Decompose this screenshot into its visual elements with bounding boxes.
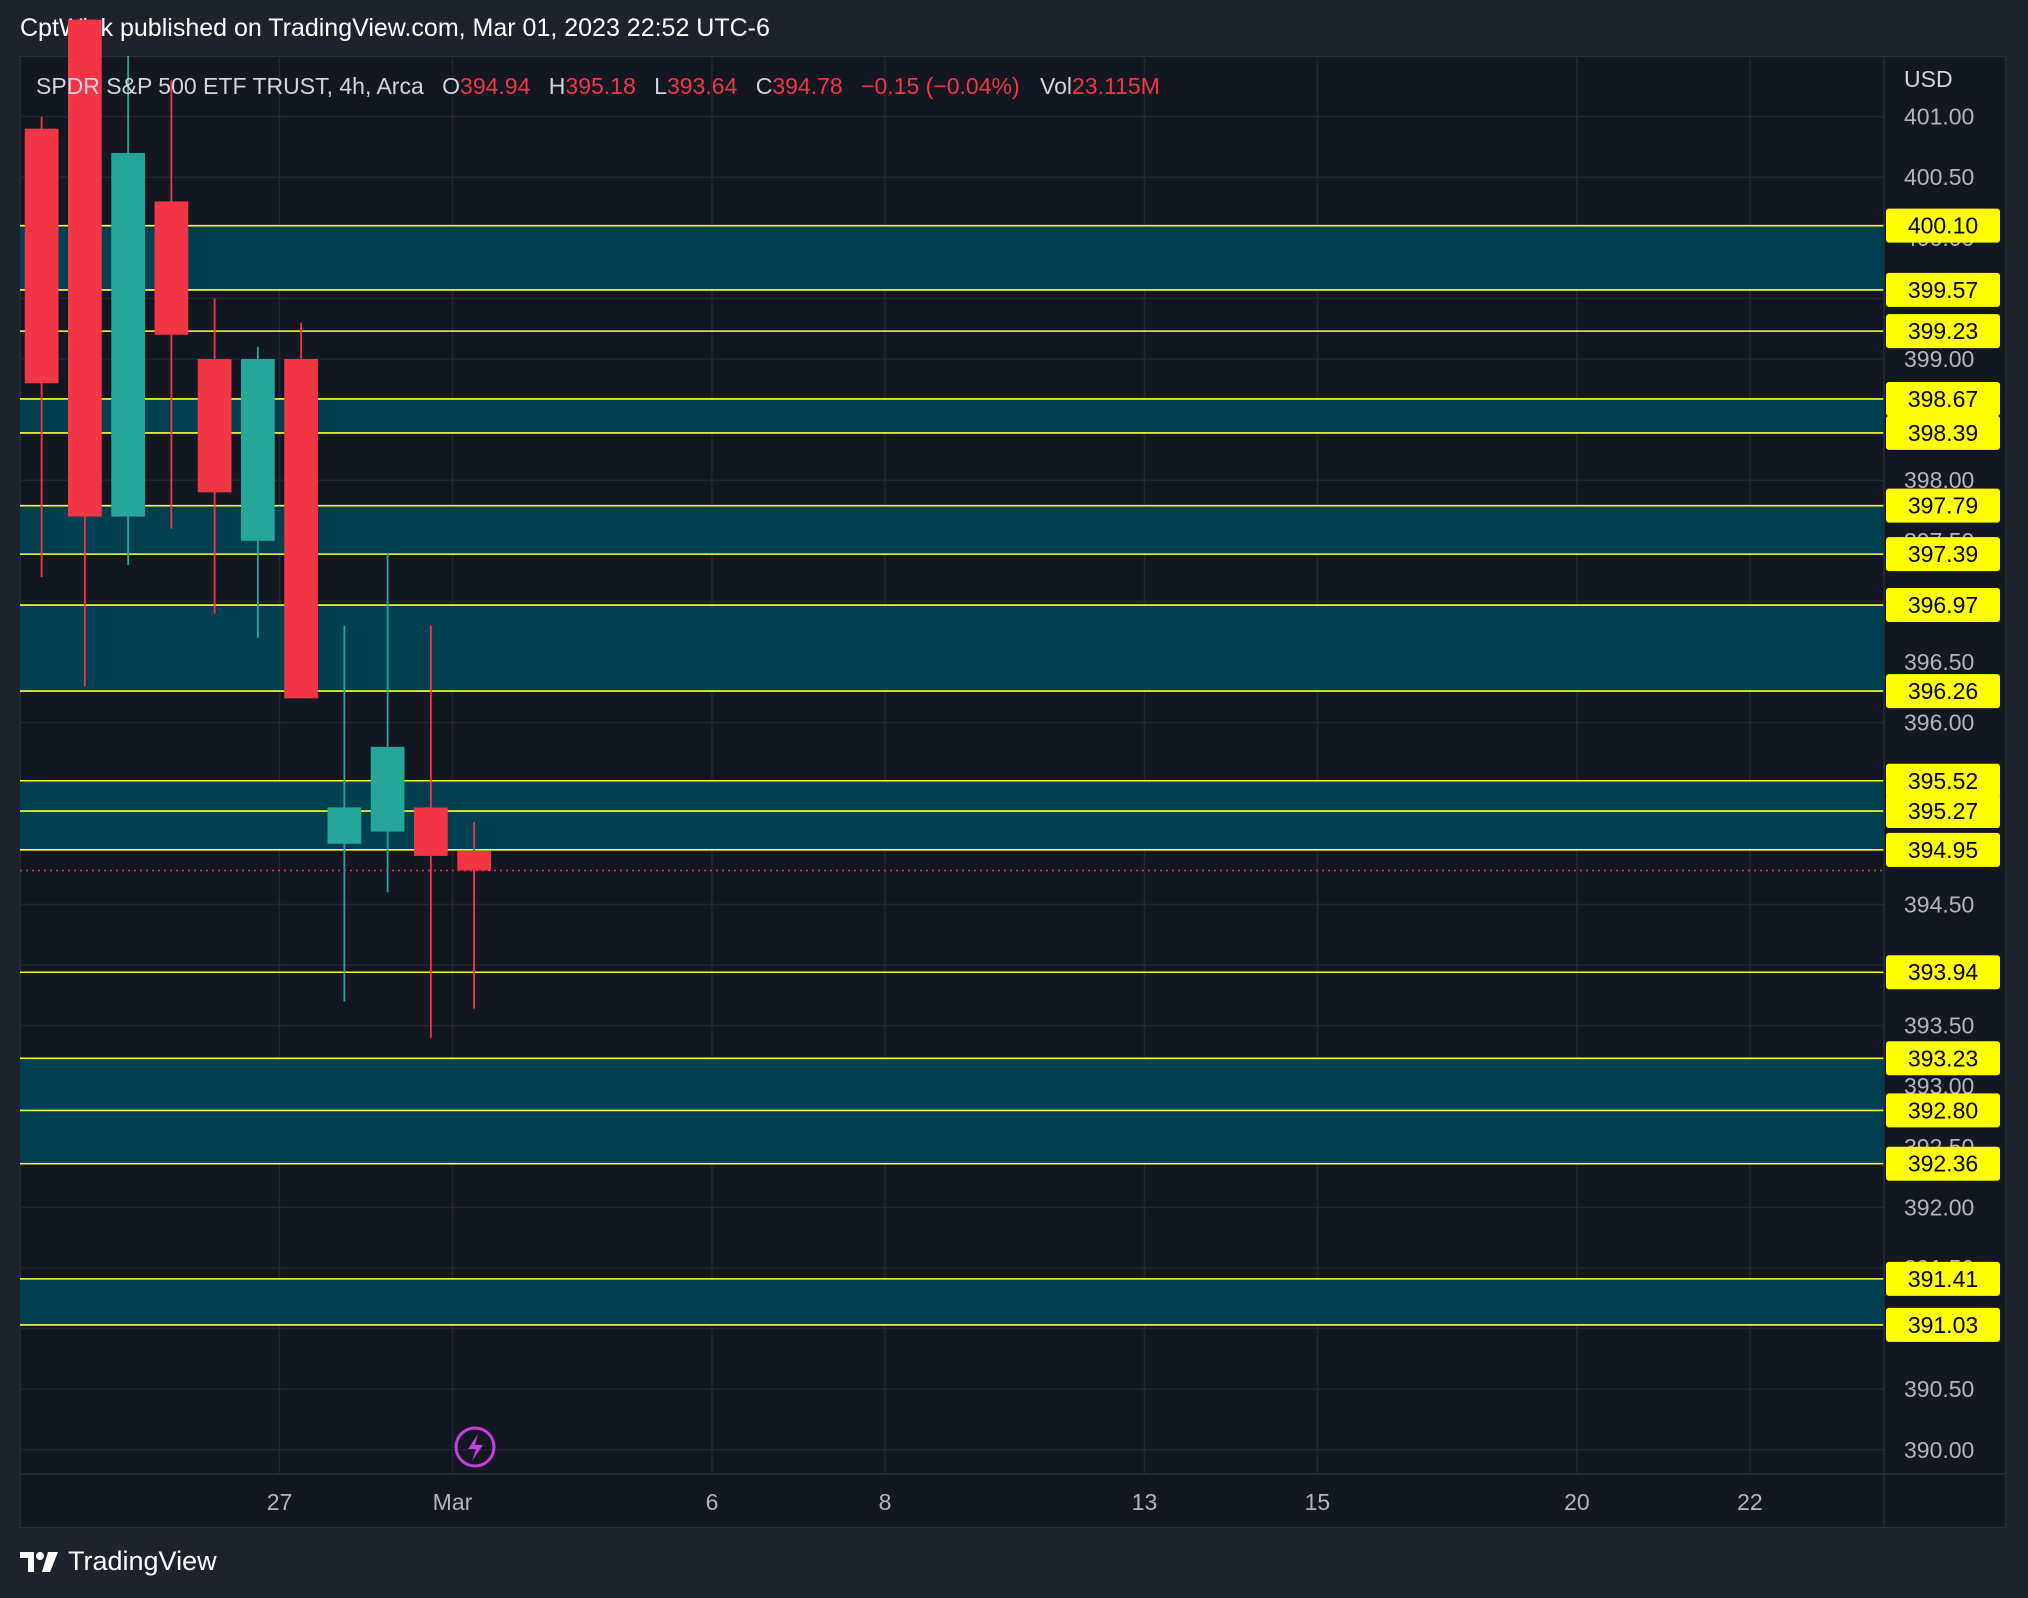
candle-body[interactable] — [370, 746, 405, 832]
legend-volume-value: 23.115M — [1072, 73, 1160, 99]
candle-body[interactable] — [24, 128, 59, 384]
footer-logo[interactable]: TradingView — [20, 1546, 217, 1577]
level-label-box — [1886, 272, 2000, 307]
zone-band — [20, 1278, 1884, 1325]
footer-brand: TradingView — [68, 1546, 217, 1576]
candle-body[interactable] — [68, 19, 102, 517]
level-label-box — [1886, 832, 2000, 867]
chart-legend: SPDR S&P 500 ETF TRUST, 4h, Arca O394.94… — [36, 73, 1160, 99]
level-label-box — [1886, 381, 2000, 416]
legend-low-value: 393.64 — [667, 73, 738, 99]
x-tick-label: 8 — [879, 1489, 892, 1515]
level-label: 391.03 — [1908, 1312, 1978, 1338]
level-label: 398.67 — [1908, 386, 1978, 412]
level-label: 392.36 — [1908, 1151, 1978, 1177]
level-label-box — [1886, 674, 2000, 709]
level-label: 399.23 — [1908, 318, 1978, 344]
level-label-box — [1886, 1146, 2000, 1181]
level-label-box — [1886, 488, 2000, 523]
level-label: 399.57 — [1908, 277, 1978, 303]
published-header: CptWick published on TradingView.com, Ma… — [20, 14, 770, 42]
candle-body[interactable] — [413, 807, 448, 856]
level-label-box — [1886, 1307, 2000, 1342]
level-label: 395.52 — [1908, 768, 1978, 794]
x-tick-label: 13 — [1132, 1489, 1158, 1515]
candle-body[interactable] — [154, 201, 189, 335]
level-label: 400.10 — [1908, 213, 1978, 239]
level-label: 393.94 — [1908, 959, 1979, 985]
y-tick-label: 400.50 — [1904, 164, 1974, 190]
y-tick-label: 393.50 — [1904, 1013, 1974, 1039]
zone-band — [20, 225, 1884, 290]
candles — [24, 19, 491, 1038]
level-label: 391.41 — [1908, 1266, 1978, 1292]
level-label-box — [1886, 537, 2000, 572]
legend-open-value: 394.94 — [460, 73, 531, 99]
tradingview-logo-icon — [20, 1551, 58, 1572]
level-label-box — [1886, 1093, 2000, 1128]
candle-body[interactable] — [111, 152, 145, 517]
currency-label: USD — [1904, 66, 1953, 92]
lightning-icon[interactable] — [454, 1426, 496, 1468]
level-lines — [20, 224, 1884, 1326]
level-label-box — [1886, 955, 2000, 990]
candle-body[interactable] — [240, 358, 275, 541]
y-tick-label: 396.00 — [1904, 710, 1974, 736]
level-price-labels: 400.10 399.57 399.23 398.67 398.39 397.79 397.… — [1886, 208, 2000, 1342]
candle-body[interactable] — [327, 807, 362, 844]
candle-body[interactable] — [284, 358, 318, 699]
zone-band — [20, 605, 1884, 692]
time-axis: 27 Mar 6 8 13 15 20 22 — [267, 1489, 1763, 1515]
level-label: 397.39 — [1908, 541, 1978, 567]
level-label-box — [1886, 1041, 2000, 1076]
level-label: 393.23 — [1908, 1045, 1978, 1071]
level-label-box — [1886, 588, 2000, 623]
zone-bands — [20, 225, 1884, 1325]
zone-band — [20, 780, 1884, 850]
legend-high-value: 395.18 — [565, 73, 635, 99]
x-tick-label: 20 — [1564, 1489, 1590, 1515]
candle-body[interactable] — [457, 851, 491, 871]
y-tick-label: 399.00 — [1904, 346, 1974, 372]
candle-body[interactable] — [197, 358, 232, 493]
level-label-box — [1886, 415, 2000, 450]
y-tick-label: 396.50 — [1904, 649, 1974, 675]
y-tick-label: 390.50 — [1904, 1376, 1974, 1402]
legend-symbol: SPDR S&P 500 ETF TRUST, 4h, Arca — [36, 73, 424, 99]
level-label-box — [1886, 1261, 2000, 1296]
y-tick-label: 401.00 — [1904, 104, 1974, 130]
level-label: 396.97 — [1908, 592, 1978, 618]
x-tick-label: Mar — [433, 1489, 473, 1515]
x-tick-label: 6 — [706, 1489, 719, 1515]
legend-change: −0.15 (−0.04%) — [861, 73, 1020, 99]
x-tick-label: 15 — [1305, 1489, 1331, 1515]
y-tick-label: 392.00 — [1904, 1194, 1974, 1220]
level-label-box — [1886, 314, 2000, 349]
y-tick-label: 394.50 — [1904, 891, 1974, 917]
level-label: 392.80 — [1908, 1097, 1978, 1123]
level-label: 397.79 — [1908, 493, 1978, 519]
zone-band — [20, 505, 1884, 555]
level-label-box — [1886, 794, 2000, 829]
level-label: 396.26 — [1908, 678, 1978, 704]
level-label-box — [1886, 763, 2000, 798]
legend-close-value: 394.78 — [772, 73, 842, 99]
y-tick-label: 390.00 — [1904, 1437, 1974, 1463]
level-label-box — [1886, 208, 2000, 243]
x-tick-label: 27 — [267, 1489, 293, 1515]
level-label: 395.27 — [1908, 798, 1978, 824]
level-label: 394.95 — [1908, 837, 1978, 863]
level-label: 398.39 — [1908, 420, 1978, 446]
zone-band — [20, 398, 1884, 433]
x-tick-label: 22 — [1737, 1489, 1763, 1515]
